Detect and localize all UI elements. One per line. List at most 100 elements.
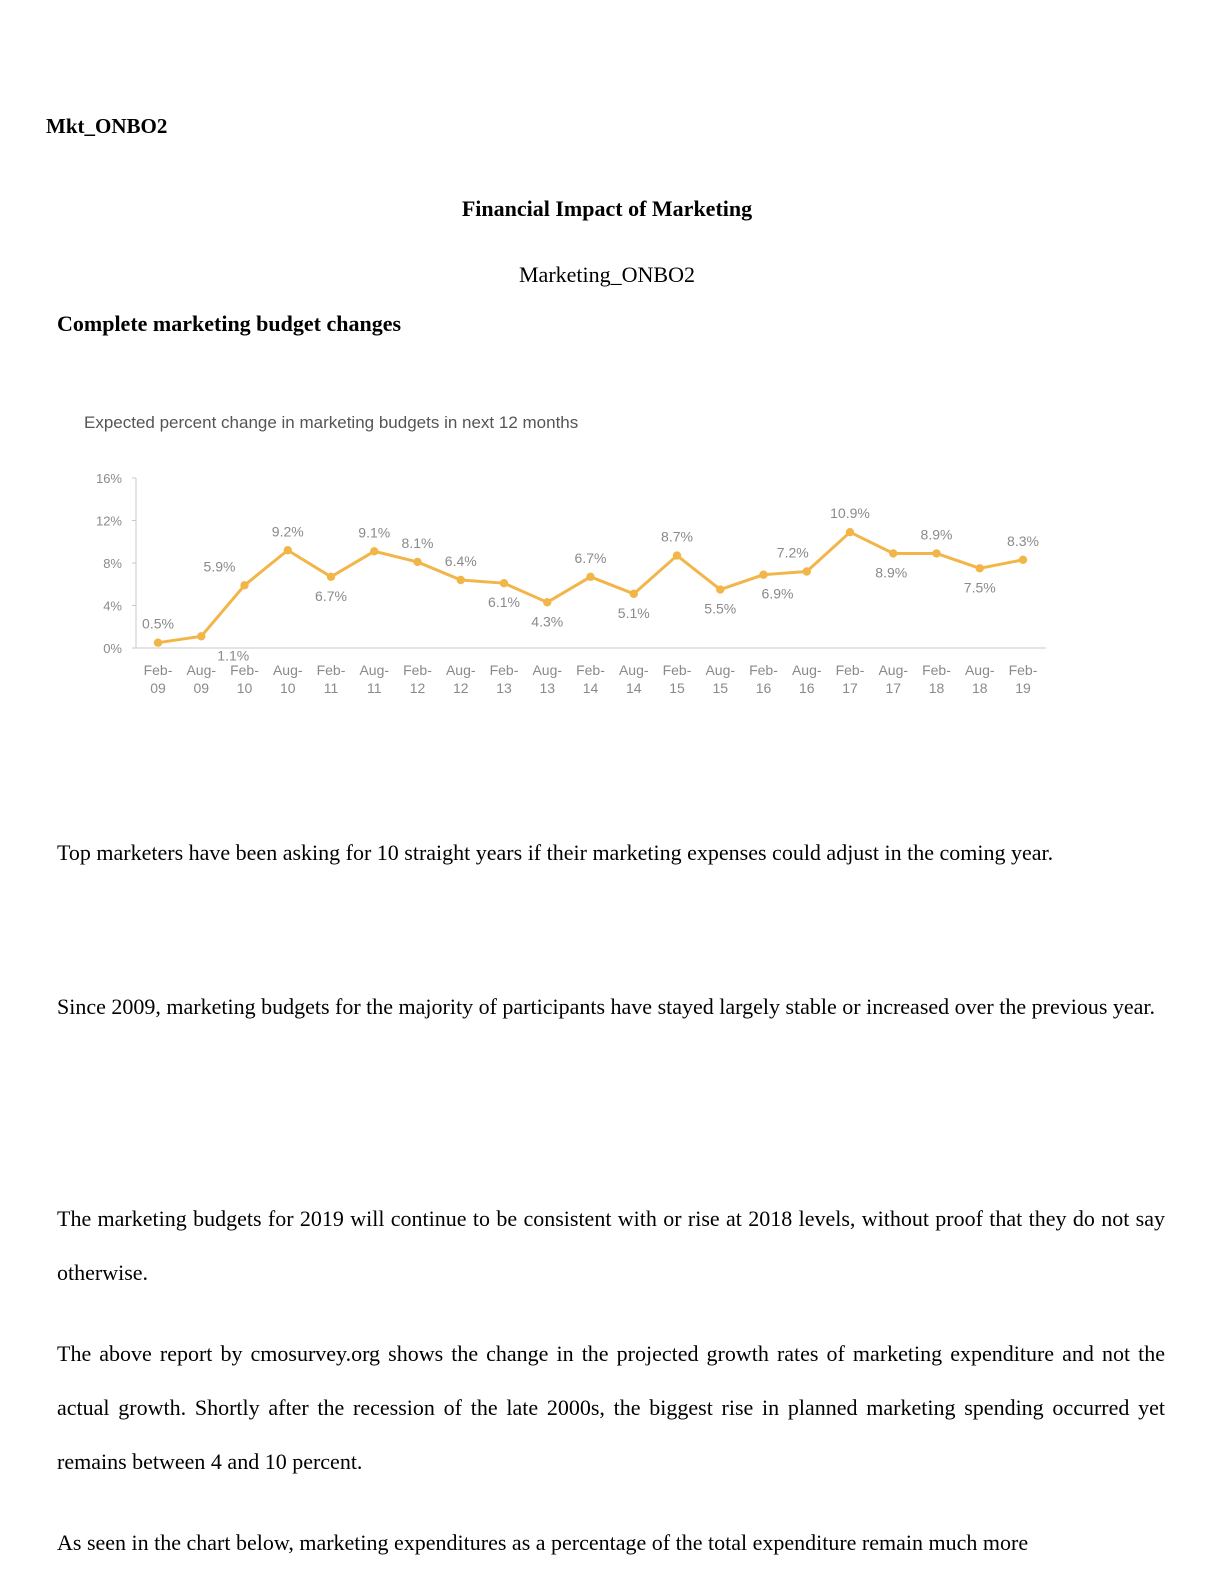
data-label: 9.1% [358,524,390,540]
x-tick-label: 13 [496,680,512,696]
x-tick-label: 13 [539,680,555,696]
data-point [197,632,206,641]
data-label: 5.1% [618,605,650,621]
data-point [543,598,552,607]
y-tick-label: 4% [103,599,122,614]
data-point [629,589,638,599]
data-point [413,557,422,567]
x-tick-label: Aug- [965,662,995,678]
x-tick-label: Feb- [490,662,519,678]
data-point [802,567,811,576]
x-tick-label: Feb- [1009,662,1038,678]
budget-change-chart: Expected percent change in marketing bud… [84,413,1046,696]
x-tick-label: Feb- [576,662,605,678]
x-tick-label: Feb- [403,662,432,678]
chart-title: Expected percent change in marketing bud… [84,413,578,432]
x-tick-label: Feb- [663,662,692,678]
x-tick-label: 11 [324,680,339,696]
data-label: 4.3% [531,613,563,629]
data-label: 1.1% [217,647,249,663]
data-label: 6.1% [488,594,520,610]
data-label: 8.9% [875,564,907,580]
x-tick-label: Aug- [532,662,562,678]
x-tick-label: 14 [626,680,642,696]
data-point [845,527,855,537]
y-tick-label: 12% [96,514,122,529]
data-label: 6.4% [445,553,477,569]
data-label: 0.5% [142,616,174,632]
data-label: 6.9% [762,586,794,602]
data-point [326,572,336,582]
x-tick-label: 10 [280,680,296,696]
x-tick-label: Aug- [878,662,908,678]
paragraph-2: Since 2009, marketing budgets for the ma… [57,994,1156,1019]
data-point [456,575,465,585]
paragraph-1: Top marketers have been asking for 10 st… [57,840,1054,865]
data-label: 7.2% [777,545,809,561]
x-tick-label: Aug- [186,662,216,678]
x-tick-label: 17 [885,680,901,696]
document-title: Financial Impact of Marketing [461,196,753,221]
x-tick-label: Aug- [273,662,303,678]
data-point [975,564,984,573]
x-tick-label: Aug- [792,662,822,678]
paragraph-3: The marketing budgets for 2019 will cont… [57,1206,1165,1285]
document-header: Mkt_ONBO2 [46,114,168,138]
data-label: 8.7% [661,529,693,545]
x-tick-label: 10 [237,680,253,696]
x-tick-label: 11 [367,680,382,696]
x-tick-label: Aug- [359,662,389,678]
section-heading: Complete marketing budget changes [57,311,402,336]
paragraph-4: The above report by cmosurvey.org shows … [57,1341,1165,1474]
x-tick-label: 12 [410,680,426,696]
data-label: 8.1% [402,535,434,551]
x-tick-label: Feb- [922,662,951,678]
x-tick-label: Feb- [144,662,173,678]
data-point [283,546,292,555]
x-tick-label: 14 [583,680,599,696]
data-point [240,581,249,590]
x-tick-label: Feb- [230,662,259,678]
x-tick-label: Aug- [619,662,649,678]
y-tick-label: 0% [103,641,122,656]
x-tick-label: Feb- [749,662,778,678]
data-point [716,585,725,594]
x-tick-label: 16 [799,680,815,696]
data-point [586,572,595,582]
x-tick-label: Feb- [836,662,865,678]
x-tick-label: 15 [712,680,728,696]
data-point [370,547,379,556]
data-label: 7.5% [964,579,996,595]
x-tick-label: 12 [453,680,469,696]
document-subtitle: Marketing_ONBO2 [519,262,695,287]
x-tick-label: 16 [756,680,772,696]
data-label: 10.9% [830,505,870,521]
data-point [153,638,163,647]
x-tick-label: Feb- [317,662,346,678]
paragraph-5: As seen in the chart below, marketing ex… [57,1530,1029,1555]
data-label: 8.3% [1007,533,1039,549]
data-point [499,578,509,588]
y-tick-label: 8% [103,556,122,571]
data-label: 9.2% [272,523,304,539]
x-tick-label: Aug- [446,662,476,678]
data-point [932,549,941,558]
x-tick-label: 17 [842,680,858,696]
y-tick-label: 16% [96,471,122,486]
data-label: 5.5% [704,601,736,617]
x-tick-label: 09 [150,680,166,696]
x-tick-label: Aug- [705,662,735,678]
data-point [672,551,682,560]
x-tick-label: 19 [1015,680,1031,696]
data-label: 8.9% [921,526,953,542]
data-point [889,549,898,558]
x-tick-label: 18 [929,680,945,696]
data-point [1018,555,1028,565]
data-label: 6.7% [575,550,607,566]
data-label: 5.9% [204,558,236,574]
x-tick-label: 15 [669,680,685,696]
x-tick-label: 18 [972,680,988,696]
x-tick-label: 09 [193,680,209,696]
data-point [759,570,768,579]
data-label: 6.7% [315,588,347,604]
